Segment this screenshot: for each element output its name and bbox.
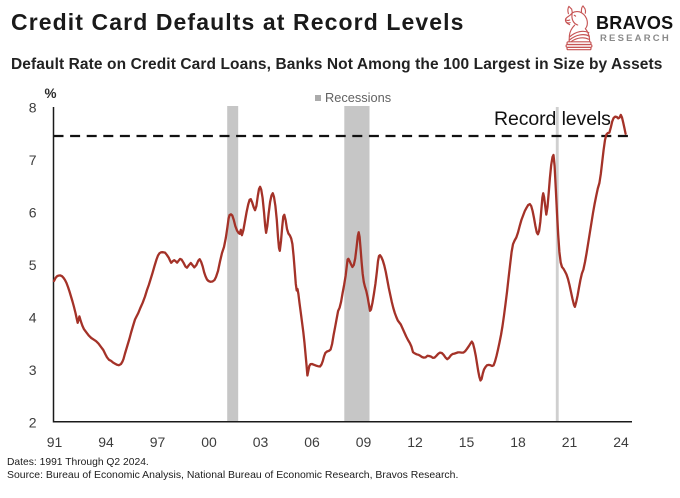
svg-text:8: 8	[29, 99, 37, 115]
svg-text:91: 91	[47, 434, 63, 450]
svg-text:7: 7	[29, 152, 37, 168]
svg-text:4: 4	[29, 310, 37, 326]
svg-text:97: 97	[150, 434, 166, 450]
svg-text:94: 94	[98, 434, 114, 450]
svg-text:06: 06	[304, 434, 320, 450]
svg-text:2: 2	[29, 415, 37, 431]
svg-text:6: 6	[29, 204, 37, 220]
svg-text:5: 5	[29, 257, 37, 273]
svg-text:24: 24	[613, 434, 629, 450]
svg-text:12: 12	[407, 434, 423, 450]
svg-text:18: 18	[510, 434, 526, 450]
svg-text:09: 09	[356, 434, 372, 450]
svg-text:3: 3	[29, 362, 37, 378]
svg-text:03: 03	[253, 434, 269, 450]
svg-text:00: 00	[201, 434, 217, 450]
svg-text:21: 21	[562, 434, 578, 450]
svg-text:15: 15	[459, 434, 475, 450]
